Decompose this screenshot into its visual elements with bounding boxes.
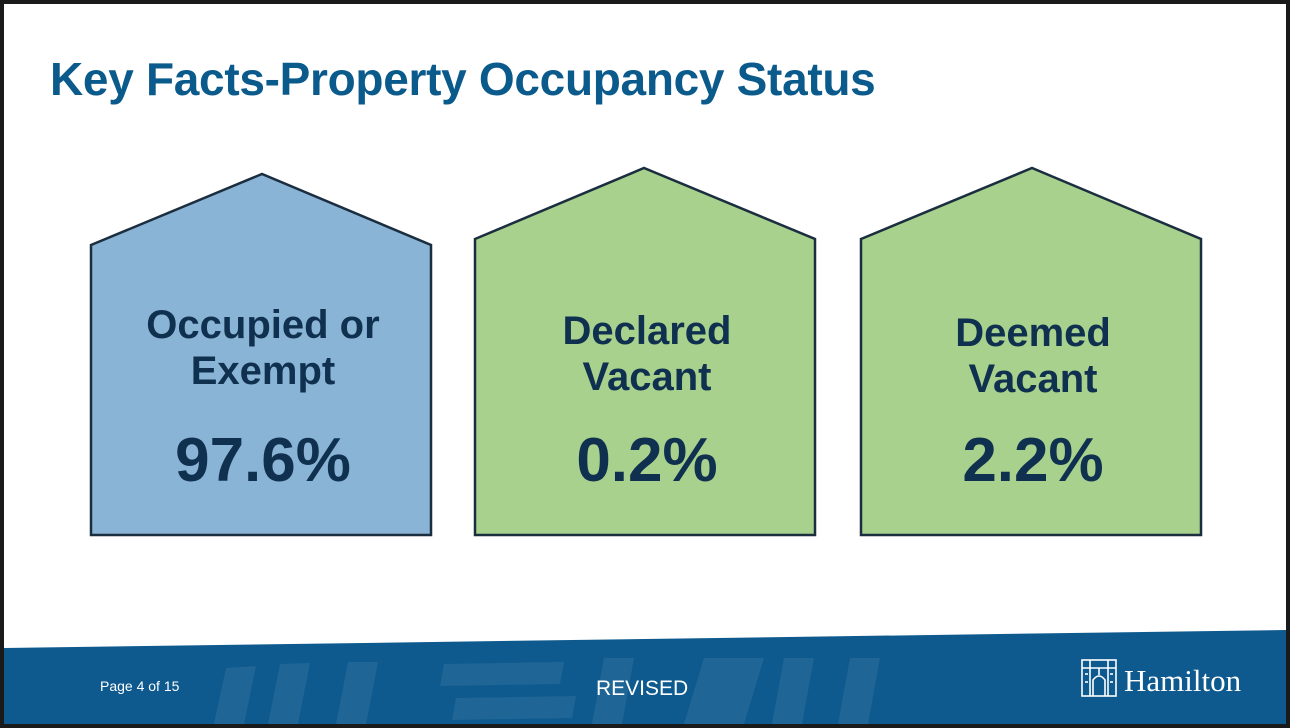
footer-background	[4, 630, 1286, 724]
card-label-line1: Deemed	[955, 311, 1111, 355]
hamilton-building-icon	[1081, 659, 1117, 697]
card-label: Occupied or Exempt	[90, 302, 436, 394]
card-label: Declared Vacant	[474, 308, 820, 400]
house-shape-icon	[473, 166, 817, 537]
house-shape-icon	[859, 166, 1203, 537]
house-card-occupied: Occupied or Exempt 97.6%	[89, 168, 436, 537]
card-value: 2.2%	[962, 426, 1104, 495]
house-card-declared-vacant: Declared Vacant 0.2%	[473, 166, 820, 537]
slide: Key Facts-Property Occupancy Status Occu…	[4, 4, 1286, 724]
card-label-line2: Vacant	[968, 357, 1098, 401]
slide-title: Key Facts-Property Occupancy Status	[50, 53, 876, 105]
card-label-line2: Exempt	[190, 349, 336, 393]
footer-band	[4, 628, 1286, 724]
card-value: 0.2%	[576, 426, 718, 495]
revised-label: REVISED	[596, 677, 689, 700]
card-label-line2: Vacant	[582, 355, 712, 399]
page-number: Page 4 of 15	[100, 678, 180, 694]
hamilton-logo: Hamilton	[1080, 658, 1260, 702]
house-shape-icon	[89, 172, 433, 537]
card-label: Deemed Vacant	[860, 310, 1206, 402]
house-card-deemed-vacant: Deemed Vacant 2.2%	[859, 166, 1206, 537]
card-value: 97.6%	[175, 426, 351, 495]
card-label-line1: Occupied or	[146, 303, 380, 347]
hamilton-logo-text: Hamilton	[1124, 663, 1242, 698]
card-label-line1: Declared	[562, 309, 732, 353]
